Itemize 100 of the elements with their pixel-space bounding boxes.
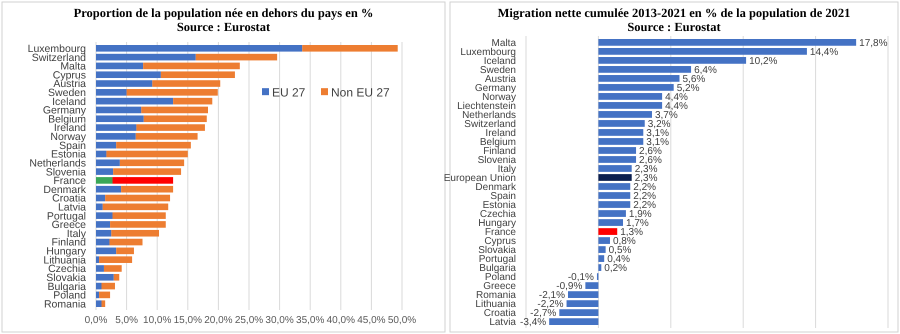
y-tick-label: Germany [474, 82, 516, 94]
bar [598, 237, 610, 244]
bar [96, 194, 106, 202]
y-tick-label: Ireland [485, 128, 516, 139]
bar [96, 159, 120, 166]
bar [598, 165, 632, 172]
y-tick-label: Spain [490, 191, 516, 202]
data-label: 0,2% [604, 263, 628, 274]
y-tick-label: Sweden [480, 64, 516, 76]
bar [99, 256, 132, 263]
bar [102, 282, 115, 290]
bar [96, 54, 196, 60]
y-tick-label: Luxembourg [460, 46, 516, 58]
bar [144, 115, 207, 122]
bar [598, 156, 636, 163]
bar [143, 62, 240, 70]
bar [598, 147, 636, 154]
bar [99, 292, 110, 298]
bar [96, 274, 114, 281]
data-label: 0,4% [607, 254, 630, 266]
y-tick-label: Belgium [480, 136, 516, 148]
data-label: 3,1% [646, 136, 670, 148]
bar [120, 159, 184, 166]
x-tick-label: 50,0% [388, 315, 416, 326]
data-label: 0,8% [612, 236, 636, 248]
bar [106, 150, 188, 158]
bar [585, 282, 598, 289]
y-tick-label: Austria [484, 74, 516, 85]
data-label: 1,3% [620, 227, 644, 238]
y-tick-label: Malta [492, 38, 516, 49]
data-label: 1,9% [628, 209, 652, 220]
bar [568, 291, 598, 298]
x-tick-label: 20,0% [204, 315, 233, 326]
data-label: -2,2% [537, 299, 564, 310]
bar [96, 256, 100, 263]
bar [109, 238, 143, 246]
data-label: 6,4% [694, 64, 717, 76]
data-label: 17,8% [859, 38, 888, 49]
bar [598, 84, 674, 91]
bar [598, 138, 644, 145]
bar [136, 133, 198, 140]
bar [96, 168, 114, 175]
y-tick-label: Iceland [484, 56, 516, 67]
bar [549, 318, 598, 325]
bar [196, 54, 278, 60]
y-tick-label: France [484, 227, 516, 238]
bar [152, 80, 220, 87]
bar [96, 177, 113, 184]
y-tick-label: Netherlands [462, 110, 516, 121]
y-tick-label: Portugal [478, 254, 516, 266]
data-label: 4,4% [665, 92, 688, 103]
bar [104, 265, 122, 272]
bar [598, 39, 856, 46]
bar [598, 129, 644, 136]
bar [598, 174, 632, 181]
x-tick-label: 15,0% [174, 315, 202, 326]
bar [598, 264, 602, 271]
bar [598, 201, 630, 208]
bar [96, 98, 174, 104]
y-tick-label: Hungary [478, 218, 516, 230]
bar [598, 75, 680, 82]
bar [96, 133, 136, 140]
x-tick-label: 30,0% [265, 315, 294, 326]
x-tick-label: 45,0% [357, 315, 386, 326]
bar [96, 124, 136, 131]
x-tick-label: 35,0% [296, 315, 324, 326]
bar [110, 221, 166, 228]
bar [302, 45, 398, 52]
bar [96, 71, 161, 78]
y-tick-label: Greece [483, 281, 516, 292]
bar [114, 274, 120, 281]
data-label: 2,3% [634, 164, 658, 175]
x-tick-label: 40,0% [326, 315, 356, 326]
bar [598, 111, 652, 118]
y-tick-label: Luxembourg [28, 42, 86, 55]
y-tick-label: Slovenia [478, 154, 516, 166]
y-tick-label: Latvia [489, 317, 516, 328]
bar [96, 186, 122, 193]
data-label: 5,2% [676, 82, 700, 94]
data-label: 2,3% [634, 172, 658, 184]
bar [96, 238, 110, 246]
bar [598, 210, 626, 217]
y-tick-label: Czechia [480, 209, 516, 220]
bar [598, 48, 807, 55]
bar [566, 300, 598, 307]
x-tick-label: 10,0% [143, 315, 172, 326]
bar [96, 265, 104, 272]
y-tick-label: Cyprus [484, 236, 516, 248]
x-tick-label: 5,0% [115, 315, 138, 326]
legend-label: Non EU 27 [331, 85, 390, 100]
bar [96, 212, 113, 219]
bar [559, 309, 598, 316]
data-label: -0,1% [568, 272, 594, 284]
bar [111, 230, 160, 237]
bar [598, 246, 606, 253]
y-tick-label: Poland [484, 272, 516, 284]
data-label: 2,6% [639, 154, 662, 166]
data-label: 1,7% [626, 218, 649, 230]
data-label: 2,6% [639, 146, 662, 157]
y-tick-label: France [53, 175, 86, 188]
